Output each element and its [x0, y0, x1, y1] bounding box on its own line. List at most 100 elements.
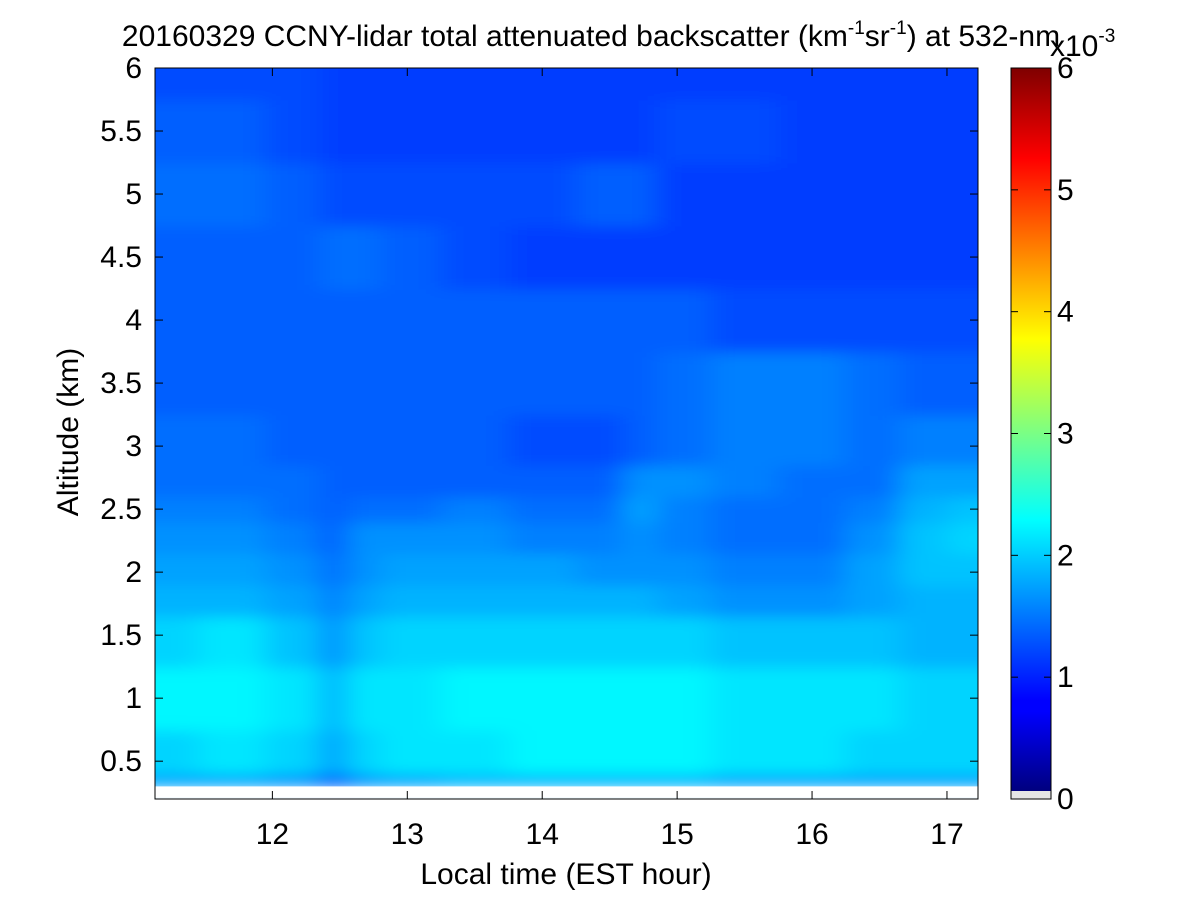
y-tick-label: 5 — [125, 178, 142, 211]
heatmap-cell — [441, 616, 510, 668]
heatmap-cell — [623, 162, 658, 227]
heatmap-cell — [710, 521, 780, 555]
heatmap-cell — [441, 351, 510, 416]
heatmap-cell — [380, 465, 442, 498]
y-tick-label: 2.5 — [100, 493, 142, 526]
heatmap-cell — [778, 414, 847, 466]
heatmap-cell — [575, 666, 625, 731]
y-axis-ticks: 0.5 1 1.5 2 2.5 3 3.5 4 4.5 5 5.5 6 — [100, 52, 978, 778]
heatmap-cell — [575, 496, 625, 523]
y-tick-label: 6 — [125, 52, 142, 85]
heatmap-cell — [710, 465, 780, 498]
heatmap-cell — [947, 666, 978, 731]
heatmap-cell — [346, 99, 382, 164]
heatmap-cell — [656, 584, 712, 618]
heatmap-cell — [319, 68, 348, 101]
heatmap-cell — [778, 773, 847, 788]
heatmap-cell — [198, 465, 267, 498]
heatmap-cell — [947, 68, 978, 101]
y-tick-label: 4 — [125, 304, 142, 337]
heatmap-cell — [508, 616, 577, 668]
x-axis-label: Local time (EST hour) — [420, 858, 711, 891]
heatmap-cell — [155, 521, 200, 555]
heatmap-cell — [346, 584, 382, 618]
heatmap-cell — [346, 729, 382, 775]
heatmap-cell — [265, 666, 321, 731]
heatmap-cell — [845, 666, 901, 731]
heatmap-cell — [346, 496, 382, 523]
heatmap-cell — [623, 225, 658, 290]
heatmap-cell — [508, 496, 577, 523]
heatmap-cell — [198, 616, 267, 668]
heatmap-cell — [441, 521, 510, 555]
heatmap-cell — [710, 225, 780, 290]
heatmap-cell — [623, 666, 658, 731]
heatmap-cell — [623, 584, 658, 618]
chart-title: 20160329 CCNY-lidar total attenuated bac… — [122, 18, 1060, 53]
heatmap-cell — [899, 521, 948, 555]
heatmap-cell — [778, 465, 847, 498]
heatmap-cell — [899, 616, 948, 668]
heatmap-cell — [575, 162, 625, 227]
heatmap-cell — [198, 553, 267, 586]
heatmap-cell — [508, 99, 577, 164]
heatmap-cell — [198, 496, 267, 523]
colorbar-tick-label: 3 — [1057, 418, 1074, 451]
plot-frame — [154, 67, 979, 800]
heatmap-cell — [947, 465, 978, 498]
heatmap-cell — [319, 521, 348, 555]
heatmap-cell — [947, 162, 978, 227]
heatmap-cell — [575, 225, 625, 290]
heatmap-cell — [845, 225, 901, 290]
heatmap-cell — [899, 225, 948, 290]
heatmap-cell — [899, 414, 948, 466]
heatmap-cell — [155, 351, 200, 416]
heatmap-cell — [380, 521, 442, 555]
heatmap-cell — [575, 773, 625, 788]
heatmap-cell — [899, 351, 948, 416]
heatmap-cell — [346, 68, 382, 101]
heatmap-cell — [380, 666, 442, 731]
heatmap-cell — [947, 225, 978, 290]
heatmap-cell — [845, 99, 901, 164]
heatmap-cell — [575, 729, 625, 775]
no-data-region — [155, 786, 978, 798]
colorbar-tick-label: 1 — [1057, 661, 1074, 694]
heatmap-cell — [441, 288, 510, 353]
x-tick-label: 13 — [391, 818, 424, 851]
heatmap-cell — [346, 553, 382, 586]
heatmap-cell — [947, 521, 978, 555]
heatmap-cell — [155, 414, 200, 466]
heatmap-cell — [575, 68, 625, 101]
heatmap-cell — [155, 773, 200, 788]
heatmap-cell — [508, 553, 577, 586]
heatmap-cell — [947, 616, 978, 668]
heatmap-cell — [778, 553, 847, 586]
heatmap-cell — [265, 773, 321, 788]
heatmap-cell — [380, 584, 442, 618]
heatmap-cell — [656, 521, 712, 555]
heatmap-cell — [656, 496, 712, 523]
heatmap-cell — [508, 414, 577, 466]
heatmap-cell — [575, 553, 625, 586]
heatmap-cell — [899, 773, 948, 788]
heatmap-cell — [346, 521, 382, 555]
heatmap-cell — [845, 616, 901, 668]
heatmap-cell — [380, 162, 442, 227]
heatmap-cell — [508, 773, 577, 788]
heatmap-cell — [778, 729, 847, 775]
heatmap-cell — [198, 414, 267, 466]
heatmap-cell — [155, 465, 200, 498]
heatmap-cell — [380, 351, 442, 416]
heatmap-cell — [778, 225, 847, 290]
heatmap-cell — [656, 68, 712, 101]
x-tick-label: 16 — [795, 818, 828, 851]
heatmap-cell — [319, 288, 348, 353]
heatmap-cell — [380, 496, 442, 523]
heatmap-cell — [845, 773, 901, 788]
heatmap-cell — [656, 414, 712, 466]
heatmap-cell — [319, 729, 348, 775]
heatmap-cell — [845, 465, 901, 498]
heatmap-cell — [656, 616, 712, 668]
